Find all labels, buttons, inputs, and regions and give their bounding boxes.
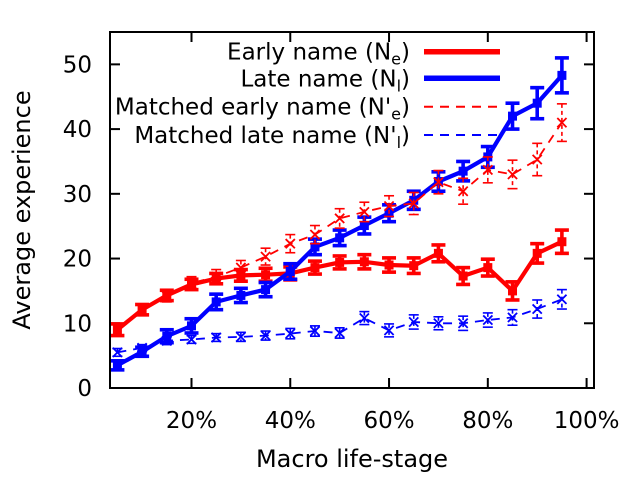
marker-square bbox=[458, 271, 468, 281]
marker-square bbox=[433, 248, 443, 258]
y-tick-label: 30 bbox=[63, 182, 92, 208]
marker-square bbox=[359, 257, 369, 267]
y-tick-label: 50 bbox=[63, 52, 92, 78]
marker-square bbox=[112, 325, 122, 335]
marker-square bbox=[359, 221, 369, 231]
marker-square bbox=[261, 270, 271, 280]
legend-label-matched-early-name: Matched early name (N'e) bbox=[115, 95, 410, 124]
y-tick-label: 0 bbox=[77, 376, 92, 402]
y-tick-label: 20 bbox=[63, 247, 92, 273]
legend-entry-early-name: Early name (Ne) bbox=[227, 40, 500, 69]
marker-square bbox=[409, 261, 419, 271]
marker-square bbox=[335, 233, 345, 243]
y-axis-label: Average experience bbox=[8, 90, 36, 329]
marker-square bbox=[508, 286, 518, 296]
x-tick-label: 60% bbox=[363, 408, 414, 434]
marker-square bbox=[532, 248, 542, 258]
legend-entry-late-name: Late name (Nl) bbox=[240, 66, 500, 95]
marker-square bbox=[310, 242, 320, 252]
marker-square bbox=[137, 305, 147, 315]
series-matched-late-name bbox=[112, 288, 568, 358]
series-matched-early-name bbox=[161, 103, 568, 303]
series-line-matched-late-name bbox=[117, 298, 563, 354]
plot-border bbox=[109, 31, 595, 389]
x-tick-label: 20% bbox=[166, 408, 217, 434]
marker-square bbox=[483, 263, 493, 273]
marker-square bbox=[458, 166, 468, 176]
marker-square bbox=[261, 285, 271, 295]
x-tick-label: 100% bbox=[554, 408, 620, 434]
legend-entry-matched-late-name: Matched late name (N'l) bbox=[134, 123, 500, 152]
plot-series bbox=[110, 56, 569, 372]
marker-square bbox=[285, 266, 295, 276]
marker-square bbox=[112, 360, 122, 370]
x-tick-label: 80% bbox=[462, 408, 513, 434]
marker-square bbox=[532, 98, 542, 108]
marker-square bbox=[335, 257, 345, 267]
x-tick-label: 40% bbox=[265, 408, 316, 434]
legend-label-matched-late-name: Matched late name (N'l) bbox=[134, 123, 410, 152]
y-tick-label: 10 bbox=[63, 311, 92, 337]
marker-square bbox=[384, 260, 394, 270]
marker-square bbox=[211, 297, 221, 307]
marker-square bbox=[186, 321, 196, 331]
legend: Early name (Ne)Late name (Nl)Matched ear… bbox=[115, 40, 500, 152]
marker-square bbox=[557, 70, 567, 80]
marker-square bbox=[508, 111, 518, 121]
y-tick-label: 40 bbox=[63, 117, 92, 143]
legend-entry-matched-early-name: Matched early name (N'e) bbox=[115, 95, 500, 124]
marker-square bbox=[310, 263, 320, 273]
legend-label-late-name: Late name (Nl) bbox=[240, 66, 410, 95]
axis-ticks: 20% 40% 60% 80% 100% 0 10 20 30 40 50 bbox=[63, 32, 620, 434]
x-axis-label: Macro life-stage bbox=[256, 445, 448, 473]
marker-square bbox=[557, 237, 567, 247]
marker-square bbox=[236, 290, 246, 300]
legend-label-early-name: Early name (Ne) bbox=[227, 40, 410, 69]
